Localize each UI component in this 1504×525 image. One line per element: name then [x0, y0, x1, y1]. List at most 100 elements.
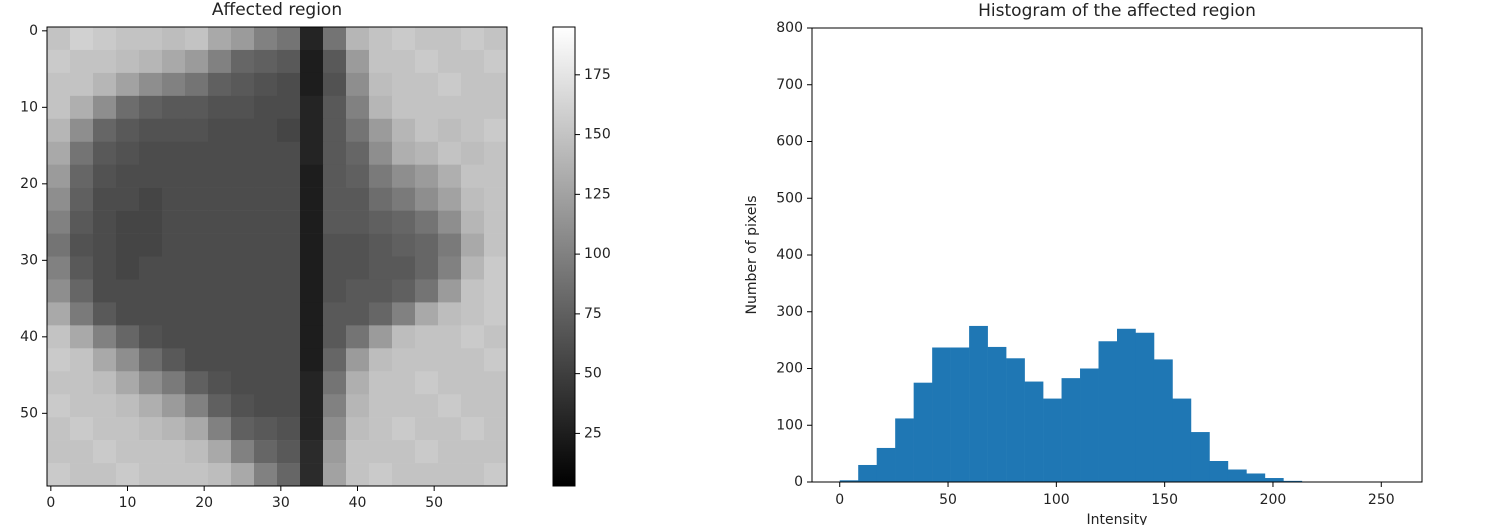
- heatmap-cell: [70, 440, 94, 464]
- heatmap-cell: [185, 118, 209, 143]
- heatmap-cell: [369, 371, 393, 395]
- heatmap-cell: [300, 164, 324, 188]
- heatmap-cell: [208, 141, 232, 165]
- y-tick-label: 500: [776, 190, 803, 206]
- heatmap-cell: [93, 95, 117, 120]
- heatmap-cell: [438, 394, 462, 418]
- y-tick-label: 10: [20, 99, 38, 115]
- heatmap-cell: [392, 256, 416, 280]
- heatmap-cell: [162, 72, 186, 97]
- heatmap-cell: [70, 348, 94, 372]
- heatmap-cell: [300, 256, 324, 280]
- x-tick-label: 30: [272, 495, 290, 511]
- heatmap-cell: [93, 371, 117, 395]
- heatmap-cell: [208, 72, 232, 97]
- heatmap-cell: [392, 187, 416, 211]
- heatmap-cell: [139, 279, 163, 303]
- heatmap-cell: [70, 417, 94, 441]
- heatmap-cell: [231, 141, 255, 165]
- heatmap-cell: [47, 302, 71, 326]
- heatmap-cell: [438, 187, 462, 211]
- heatmap-cell: [277, 72, 301, 97]
- heatmap-cell: [392, 440, 416, 464]
- heatmap-cell: [162, 325, 186, 349]
- heatmap-cell: [116, 233, 140, 257]
- heatmap-cell: [185, 141, 209, 165]
- colorbar-tick-label: 125: [584, 186, 611, 202]
- heatmap-cell: [93, 325, 117, 349]
- heatmap-cell: [323, 394, 347, 418]
- heatmap-cell: [415, 49, 439, 74]
- heatmap-cell: [415, 279, 439, 303]
- colorbar-tick-label: 100: [584, 246, 611, 262]
- heatmap-cell: [231, 187, 255, 211]
- heatmap-cell: [162, 440, 186, 464]
- colorbar-tick-label: 75: [584, 306, 602, 322]
- heatmap-cell: [139, 210, 163, 234]
- heatmap-cell: [346, 210, 370, 234]
- heatmap-cell: [254, 72, 278, 97]
- heatmap-cell: [438, 463, 462, 487]
- heatmap-cell: [162, 394, 186, 418]
- histogram-bar: [913, 382, 933, 482]
- heatmap-cell: [231, 348, 255, 372]
- heatmap-cell: [369, 49, 393, 74]
- heatmap-cell: [323, 187, 347, 211]
- heatmap-cell: [415, 256, 439, 280]
- heatmap-cell: [208, 49, 232, 74]
- x-tick-label: 10: [119, 495, 137, 511]
- heatmap-cell: [461, 233, 485, 257]
- heatmap-cell: [461, 302, 485, 326]
- histogram-title: Histogram of the affected region: [978, 1, 1256, 21]
- heatmap-cell: [277, 279, 301, 303]
- heatmap-cell: [392, 417, 416, 441]
- heatmap-cell: [484, 394, 508, 418]
- heatmap-cell: [116, 371, 140, 395]
- heatmap-cell: [277, 325, 301, 349]
- histogram-bar: [1024, 381, 1044, 482]
- histogram-bar: [1135, 332, 1155, 482]
- x-tick-label: 20: [195, 495, 213, 511]
- heatmap-cell: [461, 118, 485, 143]
- heatmap-cell: [93, 164, 117, 188]
- heatmap-cell: [438, 141, 462, 165]
- heatmap-cell: [93, 256, 117, 280]
- heatmap-cell: [208, 164, 232, 188]
- heatmap-cell: [116, 187, 140, 211]
- histogram-bar: [969, 325, 988, 482]
- heatmap-cell: [277, 187, 301, 211]
- heatmap-cell: [162, 95, 186, 120]
- heatmap-cell: [392, 210, 416, 234]
- heatmap-cell: [484, 348, 508, 372]
- heatmap-cell: [415, 302, 439, 326]
- heatmap-cell: [484, 325, 508, 349]
- heatmap-cell: [231, 164, 255, 188]
- heatmap-cell: [93, 417, 117, 441]
- heatmap-cell: [47, 325, 71, 349]
- heatmap-cell: [70, 164, 94, 188]
- heatmap-cell: [254, 95, 278, 120]
- heatmap-cell: [300, 141, 324, 165]
- heatmap-cell: [47, 256, 71, 280]
- histogram-bar: [876, 447, 896, 482]
- heatmap-cell: [461, 417, 485, 441]
- heatmap-cell: [415, 118, 439, 143]
- heatmap-cell: [415, 348, 439, 372]
- heatmap-cell: [392, 371, 416, 395]
- heatmap-cell: [139, 440, 163, 464]
- heatmap-cell: [208, 463, 232, 487]
- heatmap-cell: [300, 279, 324, 303]
- heatmap-cell: [369, 394, 393, 418]
- heatmap-cell: [300, 348, 324, 372]
- heatmap-cell: [461, 394, 485, 418]
- heatmap-cell: [369, 233, 393, 257]
- heatmap-cell: [300, 371, 324, 395]
- x-tick-label: 50: [939, 492, 957, 508]
- heatmap-cell: [438, 210, 462, 234]
- heatmap-cell: [277, 302, 301, 326]
- heatmap-cell: [208, 256, 232, 280]
- heatmap-cell: [415, 440, 439, 464]
- heatmap-cell: [116, 49, 140, 74]
- heatmap-cell: [323, 72, 347, 97]
- heatmap-cell: [392, 463, 416, 487]
